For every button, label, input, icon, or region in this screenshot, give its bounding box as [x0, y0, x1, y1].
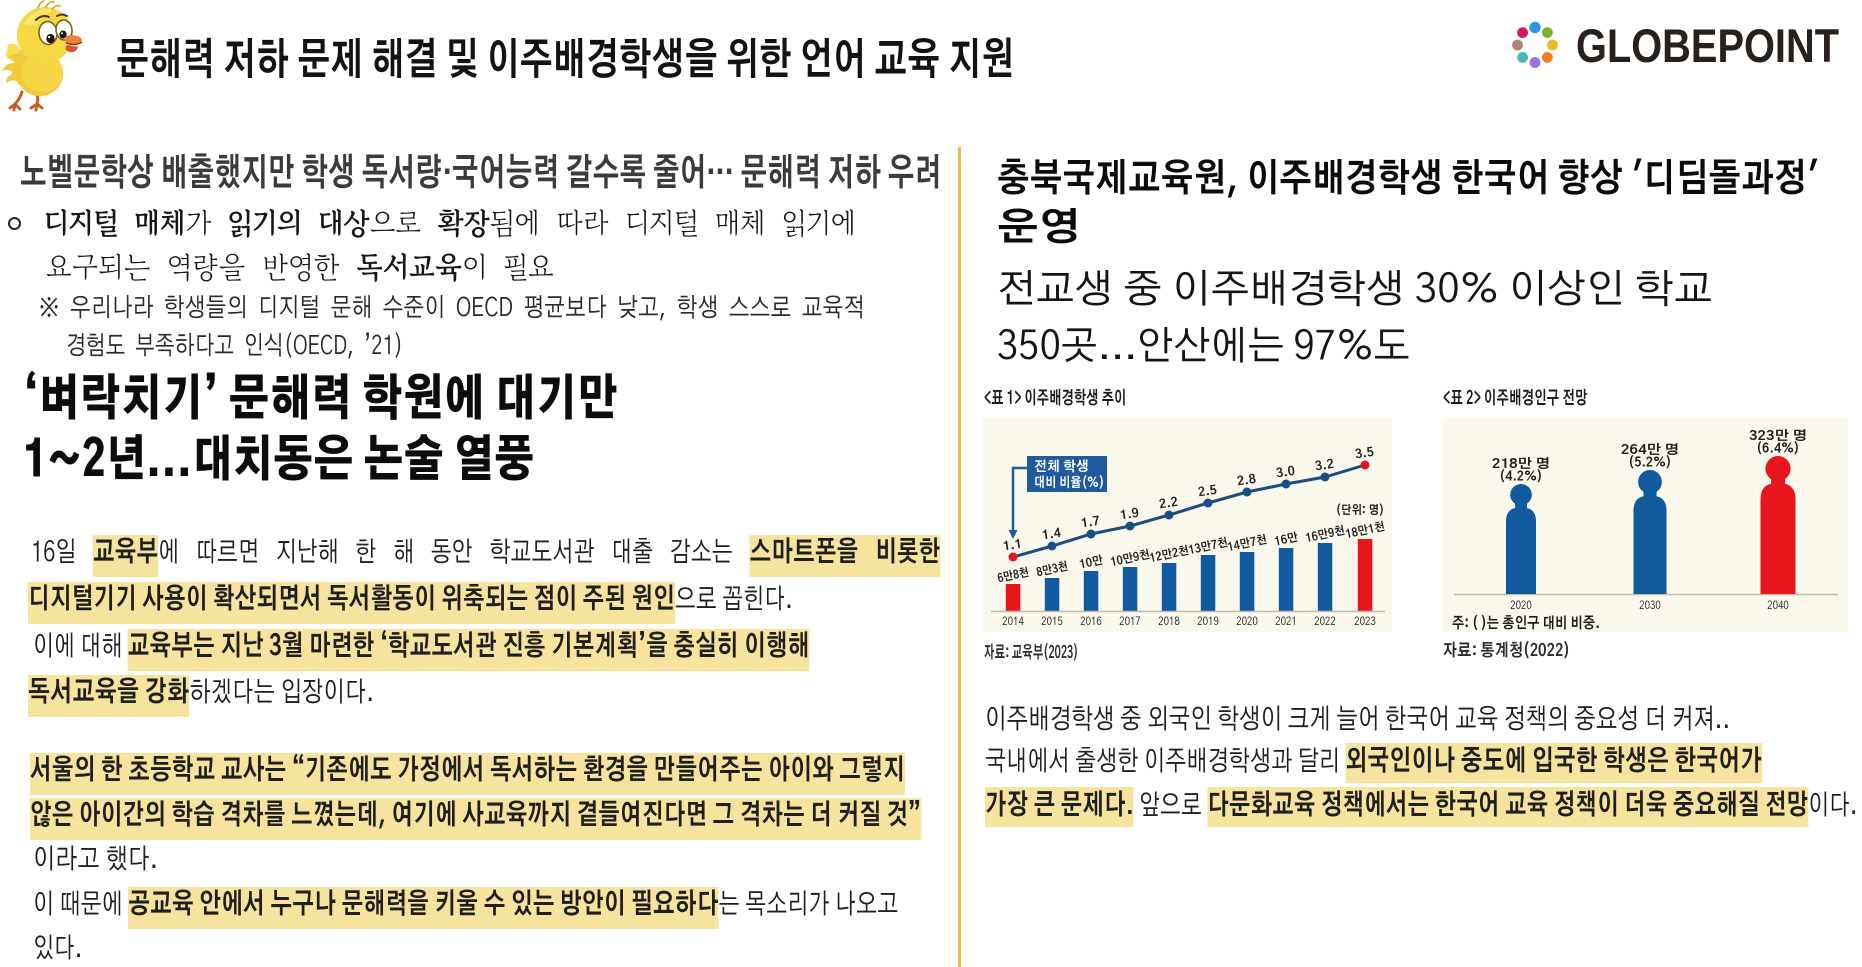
- svg-text:1.1: 1.1: [1002, 539, 1022, 554]
- svg-text:(4.2%): (4.2%): [1500, 469, 1543, 484]
- svg-text:2.5: 2.5: [1197, 485, 1217, 500]
- svg-text:주: ( )는 총인구 대비 비중.: 주: ( )는 총인구 대비 비중.: [1452, 614, 1600, 632]
- svg-text:(단위: 명): (단위: 명): [1336, 503, 1384, 517]
- svg-text:2020: 2020: [1510, 601, 1532, 612]
- svg-text:323만 명: 323만 명: [1749, 429, 1807, 443]
- svg-text:2015: 2015: [1041, 617, 1063, 628]
- svg-text:1.7: 1.7: [1080, 516, 1100, 531]
- svg-text:2016: 2016: [1080, 617, 1102, 628]
- svg-text:3.5: 3.5: [1354, 447, 1374, 462]
- svg-text:(5.2%): (5.2%): [1629, 455, 1672, 470]
- svg-text:전체 학생: 전체 학생: [1034, 459, 1089, 474]
- svg-text:(6.4%): (6.4%): [1757, 441, 1800, 456]
- svg-text:2020: 2020: [1236, 617, 1258, 628]
- svg-text:1.4: 1.4: [1041, 528, 1062, 543]
- svg-text:대비 비율(%): 대비 비율(%): [1034, 474, 1104, 490]
- svg-text:2.8: 2.8: [1236, 474, 1256, 489]
- svg-text:2014: 2014: [1002, 617, 1024, 628]
- svg-text:2040: 2040: [1767, 601, 1789, 612]
- svg-text:2023: 2023: [1354, 617, 1376, 628]
- svg-text:2021: 2021: [1275, 617, 1297, 628]
- svg-text:2019: 2019: [1197, 617, 1219, 628]
- svg-text:2017: 2017: [1119, 617, 1141, 628]
- svg-text:2030: 2030: [1639, 601, 1661, 612]
- svg-text:264만 명: 264만 명: [1621, 443, 1679, 457]
- svg-text:3.0: 3.0: [1275, 466, 1295, 481]
- svg-text:218만 명: 218만 명: [1492, 457, 1550, 471]
- svg-text:1.9: 1.9: [1119, 508, 1139, 523]
- svg-text:2022: 2022: [1314, 617, 1336, 628]
- svg-text:3.2: 3.2: [1314, 459, 1334, 474]
- svg-text:2.2: 2.2: [1158, 497, 1178, 512]
- svg-text:2018: 2018: [1158, 617, 1180, 628]
